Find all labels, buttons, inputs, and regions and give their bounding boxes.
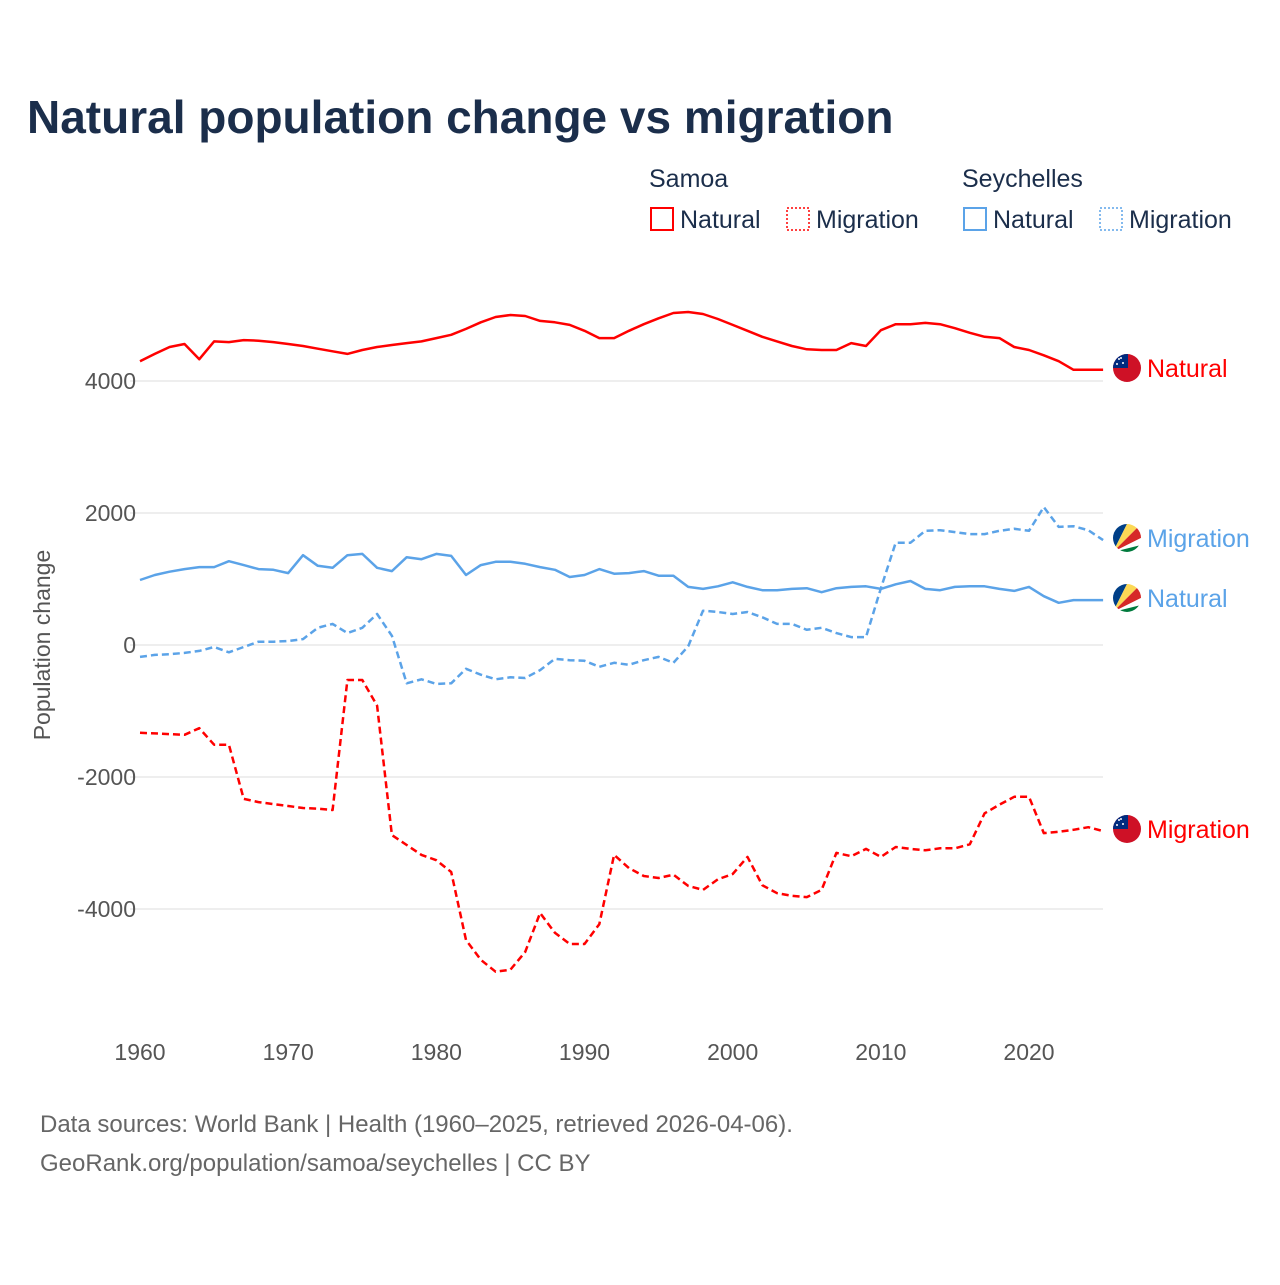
seychelles-flag-icon — [1113, 584, 1141, 612]
source-line-2[interactable]: GeoRank.org/population/samoa/seychelles … — [40, 1150, 591, 1177]
legend-swatch-seychelles-natural — [963, 207, 987, 231]
legend-samoa-natural[interactable]: Natural — [680, 206, 761, 234]
legend-seychelles-natural[interactable]: Natural — [993, 206, 1074, 234]
series-lines — [139, 310, 1104, 973]
y-tick-label: 4000 — [85, 368, 136, 394]
samoa-flag-icon — [1113, 815, 1141, 843]
end-label: Natural — [1147, 355, 1228, 383]
legend-group-samoa: Samoa — [649, 165, 728, 193]
series-line-samoa-natural[interactable] — [139, 310, 1104, 372]
end-label: Migration — [1147, 525, 1250, 553]
y-tick-label: 2000 — [85, 500, 136, 526]
samoa-flag-icon — [1113, 354, 1141, 382]
end-label: Natural — [1147, 585, 1228, 613]
chart-title: Natural population change vs migration — [27, 91, 893, 143]
x-tick-label: 1970 — [263, 1039, 314, 1065]
legend-swatch-samoa-natural — [650, 207, 674, 231]
x-axis-ticks: 1960 1970 1980 1990 2000 2010 2020 — [114, 1039, 1054, 1065]
series-line-samoa-migration[interactable] — [139, 678, 1104, 973]
end-label: Migration — [1147, 816, 1250, 844]
legend: Samoa Natural Migration Seychelles Natur… — [649, 165, 1232, 234]
y-tick-label: -2000 — [77, 764, 136, 790]
y-tick-label: -4000 — [77, 896, 136, 922]
gridlines — [130, 380, 1103, 910]
y-tick-label: 0 — [123, 632, 136, 658]
legend-swatch-seychelles-migration — [1099, 207, 1123, 231]
x-tick-label: 1980 — [411, 1039, 462, 1065]
x-tick-label: 2010 — [855, 1039, 906, 1065]
series-line-seychelles-migration[interactable] — [139, 505, 1104, 686]
legend-samoa-migration[interactable]: Migration — [816, 206, 919, 234]
end-labels: Natural Migration Natural Migration — [1113, 354, 1250, 844]
legend-swatch-samoa-migration — [786, 207, 810, 231]
y-axis-label: Population change — [29, 550, 55, 741]
legend-seychelles-migration[interactable]: Migration — [1129, 206, 1232, 234]
x-tick-label: 2000 — [707, 1039, 758, 1065]
seychelles-flag-icon — [1113, 524, 1141, 552]
x-tick-label: 1990 — [559, 1039, 610, 1065]
x-tick-label: 2020 — [1003, 1039, 1054, 1065]
x-tick-label: 1960 — [114, 1039, 165, 1065]
source-line-1: Data sources: World Bank | Health (1960–… — [40, 1111, 793, 1138]
series-line-seychelles-natural[interactable] — [139, 552, 1104, 605]
legend-group-seychelles: Seychelles — [962, 165, 1083, 193]
y-axis-ticks: 4000 2000 0 -2000 -4000 — [77, 368, 136, 922]
